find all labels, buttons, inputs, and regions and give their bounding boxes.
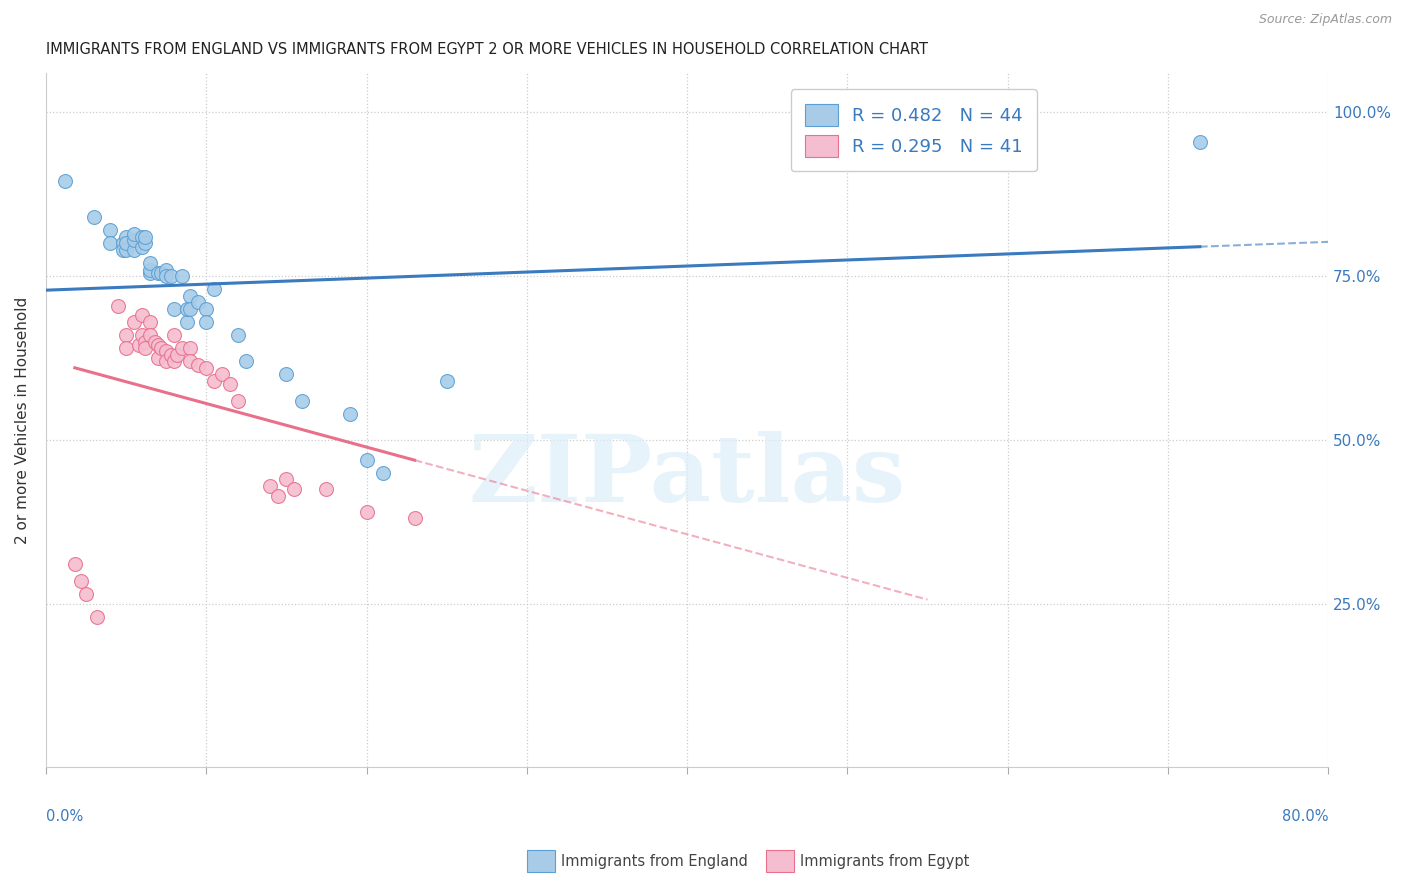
Point: [226, 393, 249, 408]
Legend: R = 0.482   N = 44, R = 0.295   N = 41: R = 0.482 N = 44, R = 0.295 N = 41: [790, 89, 1038, 171]
Point: [115, 230, 138, 244]
Point: [155, 262, 177, 277]
Point: [98, 236, 121, 251]
Point: [276, 472, 298, 486]
Point: [75, 587, 97, 601]
Point: [115, 341, 138, 355]
Point: [70, 574, 93, 588]
Point: [195, 315, 218, 329]
Point: [115, 328, 138, 343]
Point: [122, 233, 145, 247]
Text: Immigrants from Egypt: Immigrants from Egypt: [800, 855, 969, 869]
Point: [115, 243, 138, 257]
Point: [283, 482, 305, 496]
Point: [122, 227, 145, 241]
Point: [163, 328, 186, 343]
Point: [150, 341, 173, 355]
Point: [202, 374, 225, 388]
Point: [131, 328, 153, 343]
Point: [134, 341, 156, 355]
Point: [139, 256, 162, 270]
Point: [86, 609, 108, 624]
Text: 80.0%: 80.0%: [1282, 809, 1329, 824]
Point: [259, 479, 281, 493]
Point: [134, 236, 156, 251]
Point: [176, 301, 198, 316]
Point: [1188, 135, 1211, 149]
Point: [139, 262, 162, 277]
Point: [131, 230, 153, 244]
Point: [155, 344, 177, 359]
Point: [179, 341, 201, 355]
Point: [211, 368, 233, 382]
Point: [276, 368, 298, 382]
Point: [160, 348, 183, 362]
Point: [235, 354, 257, 368]
Point: [179, 354, 201, 368]
Point: [163, 354, 186, 368]
Point: [122, 315, 145, 329]
Text: 0.0%: 0.0%: [46, 809, 83, 824]
Point: [291, 393, 314, 408]
Point: [179, 301, 201, 316]
Point: [226, 328, 249, 343]
Point: [155, 269, 177, 284]
Point: [356, 505, 378, 519]
Point: [187, 295, 209, 310]
Text: IMMIGRANTS FROM ENGLAND VS IMMIGRANTS FROM EGYPT 2 OR MORE VEHICLES IN HOUSEHOLD: IMMIGRANTS FROM ENGLAND VS IMMIGRANTS FR…: [46, 42, 928, 57]
Point: [339, 407, 361, 421]
Point: [128, 338, 150, 352]
Text: ZIPatlas: ZIPatlas: [468, 431, 905, 521]
Point: [997, 119, 1019, 133]
Point: [172, 269, 194, 284]
Point: [111, 243, 134, 257]
Point: [146, 351, 169, 365]
Point: [404, 511, 426, 525]
Point: [134, 334, 156, 349]
Point: [146, 266, 169, 280]
Y-axis label: 2 or more Vehicles in Household: 2 or more Vehicles in Household: [15, 297, 30, 544]
Point: [356, 452, 378, 467]
Text: Immigrants from England: Immigrants from England: [561, 855, 748, 869]
Point: [107, 299, 129, 313]
Point: [176, 315, 198, 329]
Point: [155, 354, 177, 368]
Point: [139, 315, 162, 329]
Point: [315, 482, 337, 496]
Point: [166, 348, 188, 362]
Point: [150, 266, 173, 280]
Point: [134, 230, 156, 244]
Point: [219, 377, 242, 392]
Point: [115, 236, 138, 251]
Point: [122, 243, 145, 257]
Point: [202, 282, 225, 296]
Point: [139, 266, 162, 280]
Point: [195, 360, 218, 375]
Point: [143, 334, 166, 349]
Point: [63, 558, 86, 572]
Point: [163, 301, 186, 316]
Point: [53, 174, 76, 188]
Point: [111, 236, 134, 251]
Point: [131, 240, 153, 254]
Point: [267, 489, 290, 503]
Point: [436, 374, 458, 388]
Point: [98, 223, 121, 237]
Point: [83, 211, 105, 225]
Point: [172, 341, 194, 355]
Point: [179, 289, 201, 303]
Point: [131, 309, 153, 323]
Point: [187, 358, 209, 372]
Point: [139, 328, 162, 343]
Point: [371, 466, 394, 480]
Point: [146, 338, 169, 352]
Point: [160, 269, 183, 284]
Point: [195, 301, 218, 316]
Text: Source: ZipAtlas.com: Source: ZipAtlas.com: [1258, 13, 1392, 27]
